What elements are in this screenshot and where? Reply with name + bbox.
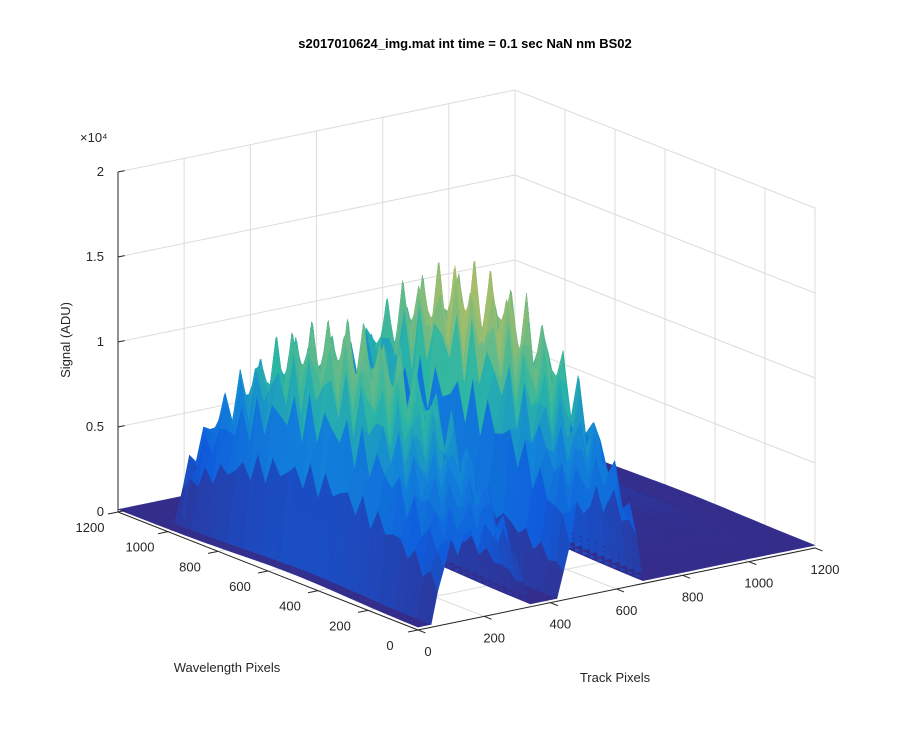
y-axis-label: Wavelength Pixels (174, 660, 281, 675)
surface (117, 261, 816, 628)
x-axis-label: Track Pixels (580, 670, 651, 685)
x-tick (550, 602, 559, 607)
y-tick (107, 511, 119, 515)
x-tick-label: 200 (483, 630, 505, 645)
x-tick (483, 615, 492, 620)
y-tick-label: 400 (279, 599, 301, 614)
z-axis-label: Signal (ADU) (58, 302, 73, 378)
x-tick (616, 588, 625, 593)
x-tick-label: 0 (424, 644, 431, 659)
y-tick-label: 800 (179, 559, 201, 574)
x-tick-label: 600 (616, 603, 638, 618)
z-tick-label: 0 (97, 504, 104, 519)
x-tick (814, 547, 823, 552)
z-tick (117, 255, 125, 258)
gridline (117, 259, 516, 343)
y-tick (257, 570, 269, 574)
gridline (514, 259, 816, 379)
x-tick-label: 1000 (744, 576, 773, 591)
y-tick-label: 1200 (76, 520, 105, 535)
gridline (514, 174, 816, 294)
gridline (117, 89, 516, 173)
x-tick-label: 800 (682, 589, 704, 604)
y-tick (307, 590, 319, 594)
z-tick (117, 170, 125, 173)
y-tick (157, 531, 169, 535)
gridline (514, 89, 816, 209)
z-tick-label: 1 (97, 334, 104, 349)
y-tick (407, 629, 419, 633)
x-tick-label: 1200 (811, 562, 840, 577)
y-tick (357, 609, 369, 613)
y-tick-label: 600 (229, 579, 251, 594)
z-tick (117, 425, 125, 428)
y-tick-label: 0 (386, 638, 393, 653)
z-exponent-label: ×10⁴ (80, 130, 108, 145)
z-tick (117, 340, 125, 343)
z-tick-label: 2 (97, 164, 104, 179)
z-tick (117, 510, 125, 513)
z-tick-label: 1.5 (86, 249, 104, 264)
chart-title: s2017010624_img.mat int time = 0.1 sec N… (298, 36, 632, 51)
x-tick (682, 574, 691, 579)
gridline (514, 344, 816, 464)
gridline (117, 174, 516, 258)
y-tick-label: 200 (329, 618, 351, 633)
axes: 0200400600800100012000200400600800100012… (76, 164, 840, 659)
surface-patch (800, 542, 816, 547)
y-tick-label: 1000 (126, 540, 155, 555)
y-tick (207, 550, 219, 554)
x-tick (748, 561, 757, 566)
x-tick-label: 400 (549, 617, 571, 632)
x-tick (417, 629, 426, 634)
z-tick-label: 0.5 (86, 419, 104, 434)
